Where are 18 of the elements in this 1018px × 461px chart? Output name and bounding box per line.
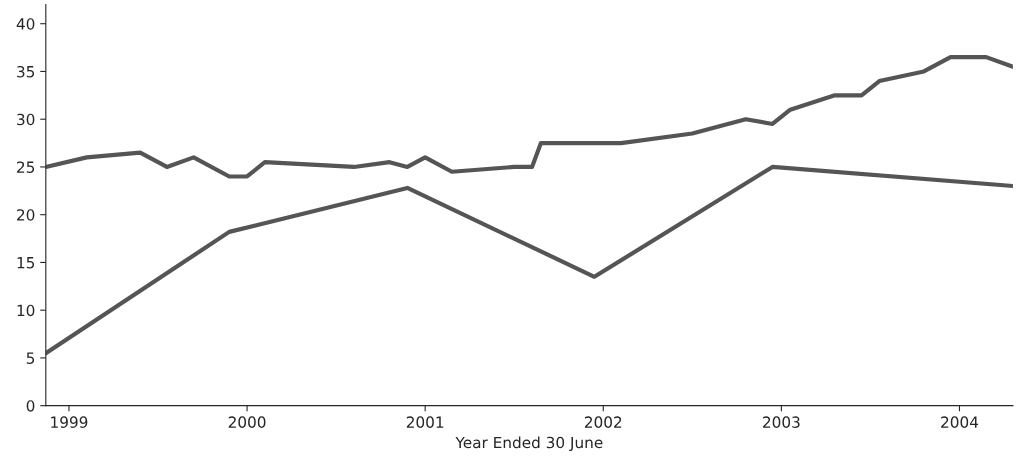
- line-series: [45, 55, 1013, 179]
- y-tick-label: 20: [17, 209, 35, 221]
- y-tick-label: 5: [26, 352, 35, 364]
- y-tick-label: 35: [17, 65, 35, 78]
- x-tick-label: 2004: [941, 416, 979, 428]
- x-tick-label: 2003: [763, 416, 800, 428]
- line-series: [45, 164, 1013, 356]
- y-tick-label: 0: [26, 400, 35, 412]
- y-tick-label: 10: [17, 304, 35, 317]
- x-axis-title: Year Ended 30 June: [455, 436, 603, 452]
- y-tick-label: 15: [17, 257, 35, 269]
- x-tick-label: 2002: [584, 416, 622, 428]
- x-tick-label: 2000: [228, 416, 266, 428]
- y-tick-label: 40: [16, 18, 35, 30]
- x-tick-label: 2001: [406, 416, 444, 428]
- x-tick-label: 1999: [51, 416, 88, 428]
- y-tick-label: 25: [17, 161, 35, 173]
- y-tick-label: 30: [17, 113, 35, 126]
